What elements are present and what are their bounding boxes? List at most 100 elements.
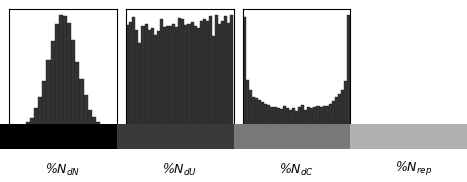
Bar — [178, 18, 181, 127]
Bar — [47, 60, 50, 127]
Bar — [166, 26, 169, 127]
Bar — [304, 110, 307, 127]
Bar — [18, 126, 22, 127]
Bar — [292, 108, 295, 127]
Bar — [230, 15, 234, 127]
Bar — [350, 124, 467, 149]
Bar — [329, 104, 332, 127]
Bar — [270, 107, 274, 127]
Bar — [50, 41, 55, 127]
Bar — [59, 15, 63, 127]
Bar — [246, 80, 249, 127]
Bar — [295, 111, 298, 127]
Bar — [135, 30, 138, 127]
Bar — [274, 107, 276, 127]
Bar — [313, 107, 317, 127]
Bar — [338, 94, 341, 127]
Bar — [117, 124, 234, 149]
Text: %$N_{dU}$: %$N_{dU}$ — [163, 162, 197, 178]
Bar — [307, 107, 311, 127]
Bar — [55, 24, 59, 127]
Bar — [280, 109, 283, 127]
Bar — [169, 25, 172, 127]
Bar — [22, 125, 26, 127]
Bar — [142, 26, 144, 127]
Bar — [172, 24, 175, 127]
Text: %$N_{dN}$: %$N_{dN}$ — [45, 162, 81, 178]
Bar — [227, 23, 230, 127]
Bar — [138, 43, 142, 127]
Bar — [157, 31, 160, 127]
Bar — [197, 28, 200, 127]
Bar — [175, 27, 178, 127]
Bar — [221, 21, 224, 127]
Bar — [88, 110, 92, 127]
Bar — [234, 124, 350, 149]
Bar — [71, 40, 75, 127]
Bar — [264, 104, 268, 127]
Bar — [63, 16, 67, 127]
Bar — [209, 16, 212, 127]
Text: %$N_{rep}$: %$N_{rep}$ — [395, 160, 432, 178]
Bar — [311, 108, 313, 127]
Bar — [184, 25, 187, 127]
Bar — [268, 105, 270, 127]
Bar — [129, 22, 132, 127]
Bar — [218, 24, 221, 127]
Bar — [243, 17, 246, 127]
Bar — [283, 106, 286, 127]
Bar — [276, 108, 280, 127]
Bar — [187, 24, 191, 127]
Bar — [252, 97, 255, 127]
Bar — [258, 100, 261, 127]
Bar — [203, 19, 206, 127]
Bar — [335, 97, 338, 127]
Bar — [104, 126, 108, 127]
Bar — [249, 90, 252, 127]
Bar — [319, 107, 323, 127]
Bar — [67, 23, 71, 127]
Bar — [344, 82, 347, 127]
Bar — [84, 95, 88, 127]
Bar — [100, 125, 104, 127]
Bar — [42, 81, 47, 127]
Bar — [34, 108, 38, 127]
Bar — [191, 22, 194, 127]
Bar — [75, 62, 79, 127]
Bar — [206, 21, 209, 127]
Bar — [317, 106, 319, 127]
Bar — [38, 97, 42, 127]
Bar — [151, 28, 154, 127]
Bar — [255, 98, 258, 127]
Bar — [181, 19, 184, 127]
Bar — [347, 15, 350, 127]
Bar — [200, 21, 203, 127]
Bar — [224, 16, 227, 127]
Bar — [215, 15, 218, 127]
Bar — [92, 117, 96, 127]
Bar — [79, 79, 84, 127]
Bar — [30, 118, 34, 127]
Bar — [0, 124, 117, 149]
Bar — [148, 30, 151, 127]
Bar — [325, 106, 329, 127]
Bar — [298, 107, 301, 127]
Bar — [154, 35, 157, 127]
Text: %$N_{dC}$: %$N_{dC}$ — [279, 162, 314, 178]
Bar — [160, 19, 163, 127]
Bar — [194, 26, 197, 127]
Bar — [126, 25, 129, 127]
Bar — [132, 17, 135, 127]
Bar — [261, 102, 264, 127]
Bar — [26, 122, 30, 127]
Bar — [323, 106, 325, 127]
Bar — [212, 36, 215, 127]
Bar — [96, 122, 100, 127]
Bar — [286, 108, 289, 127]
Bar — [163, 27, 166, 127]
Bar — [341, 90, 344, 127]
Bar — [289, 110, 292, 127]
Bar — [332, 101, 335, 127]
Bar — [144, 24, 148, 127]
Bar — [301, 105, 304, 127]
